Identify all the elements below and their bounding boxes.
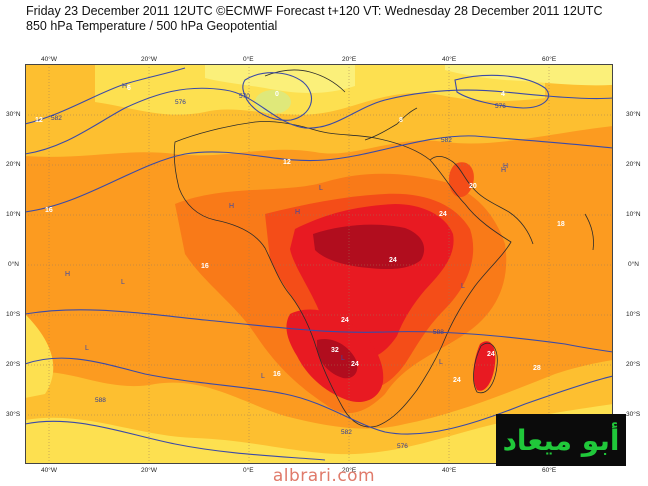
temperature-label: 16 (201, 263, 209, 270)
pressure-marker: L (261, 373, 265, 380)
pressure-marker: H (501, 167, 506, 174)
lat-label: 10°S (6, 311, 21, 318)
watermark-logo: أبو ميعاد (496, 414, 626, 466)
temperature-label: 6 (127, 85, 131, 92)
pressure-marker: L (85, 345, 89, 352)
lon-label: 60°E (542, 56, 557, 63)
temperature-label: 8 (399, 117, 403, 124)
temperature-label: 24 (341, 317, 349, 324)
pressure-marker: H (65, 271, 70, 278)
field-0-4-north (205, 64, 355, 93)
lon-label: 0°E (243, 56, 254, 63)
temperature-label: 20 (469, 183, 477, 190)
lon-label: 20°W (141, 467, 157, 474)
lat-label: 20°S (626, 361, 641, 368)
field-gt-28-central (313, 224, 425, 270)
temperature-geopotential-map: H H H H H H L L L L L L L 0 4 6 8 12 12 … (25, 64, 613, 464)
temperature-label: 16 (273, 371, 281, 378)
lat-label: 10°S (626, 311, 641, 318)
pressure-marker: L (461, 283, 465, 290)
lon-label: 60°E (542, 467, 557, 474)
lat-label: 30°N (6, 111, 21, 118)
temperature-label: 16 (45, 207, 53, 214)
lat-label: 20°S (6, 361, 21, 368)
geopotential-label: 582 (341, 429, 352, 436)
field-madagascar (473, 341, 496, 391)
pressure-marker: H (122, 83, 127, 90)
lat-label: 20°N (6, 161, 21, 168)
geopotential-label: 588 (433, 329, 444, 336)
temperature-label: 4 (501, 91, 505, 98)
field-0-4-northeast (445, 64, 613, 86)
field-4-8-west (25, 314, 54, 398)
geopotential-label: 570 (239, 93, 250, 100)
lat-label: 0°N (628, 261, 639, 268)
geopotential-contours (25, 67, 613, 461)
lon-label: 40°E (442, 467, 457, 474)
pressure-marker: L (319, 185, 323, 192)
field-4-8-south (25, 404, 613, 464)
geopotential-contour-labels: 576 570 582 576 582 588 588 582 576 (51, 93, 506, 450)
geopotential-label: 576 (495, 103, 506, 110)
coastlines (173, 69, 594, 428)
geopotential-label: 588 (95, 397, 106, 404)
temperature-label: 24 (487, 351, 495, 358)
pressure-marker: L (439, 359, 443, 366)
temperature-label: 32 (331, 347, 339, 354)
chart-header: Friday 23 December 2011 12UTC ©ECMWF For… (26, 4, 602, 34)
geopotential-label: 582 (441, 137, 452, 144)
temperature-label: 12 (283, 159, 291, 166)
chart-title: Friday 23 December 2011 12UTC ©ECMWF For… (26, 4, 603, 18)
temperature-label: 18 (557, 221, 565, 228)
temperature-label: 24 (351, 361, 359, 368)
lat-label: 10°N (6, 211, 21, 218)
field-arabia (448, 162, 474, 198)
watermark-site: albrari.com (272, 466, 376, 486)
map-border (25, 64, 613, 464)
temperature-label: 24 (389, 257, 397, 264)
lon-label: 20°E (342, 467, 357, 474)
pressure-markers: H H H H H H L L L L L L L (65, 83, 508, 380)
temperature-label: 24 (453, 377, 461, 384)
pressure-marker: H (229, 203, 234, 210)
weather-map: H H H H H H L L L L L L L 0 4 6 8 12 12 … (25, 64, 613, 464)
chart-subtitle: 850 hPa Temperature / 500 hPa Geopotenti… (26, 19, 278, 33)
pressure-marker: L (341, 355, 345, 362)
geopotential-label: 576 (175, 99, 186, 106)
field-gt-28-south (317, 338, 358, 379)
lat-label: 0°N (8, 261, 19, 268)
field-lt-0-cell (255, 90, 291, 114)
lon-label: 20°W (141, 56, 157, 63)
temperature-contour-labels: 0 4 6 8 12 12 16 16 16 18 20 24 24 24 24… (35, 85, 565, 384)
lon-label: 40°W (41, 56, 57, 63)
watermark-logo-text: أبو ميعاد (502, 423, 620, 457)
lon-label: 20°E (342, 56, 357, 63)
temperature-label: 0 (275, 91, 279, 98)
temperature-label: 12 (35, 117, 43, 124)
temperature-label: 24 (439, 211, 447, 218)
lon-label: 40°E (442, 56, 457, 63)
lat-label: 30°S (6, 411, 21, 418)
lat-label: 20°N (626, 161, 641, 168)
lon-label: 0°E (243, 467, 254, 474)
pressure-marker: L (121, 279, 125, 286)
pressure-marker: H (503, 163, 508, 170)
geopotential-label: 576 (397, 443, 408, 450)
lon-label: 40°W (41, 467, 57, 474)
lat-label: 10°N (626, 211, 641, 218)
lat-label: 30°S (626, 411, 641, 418)
geopotential-label: 582 (51, 115, 62, 122)
pressure-marker: H (295, 209, 300, 216)
lat-label: 30°N (626, 111, 641, 118)
temperature-label: 28 (533, 365, 541, 372)
